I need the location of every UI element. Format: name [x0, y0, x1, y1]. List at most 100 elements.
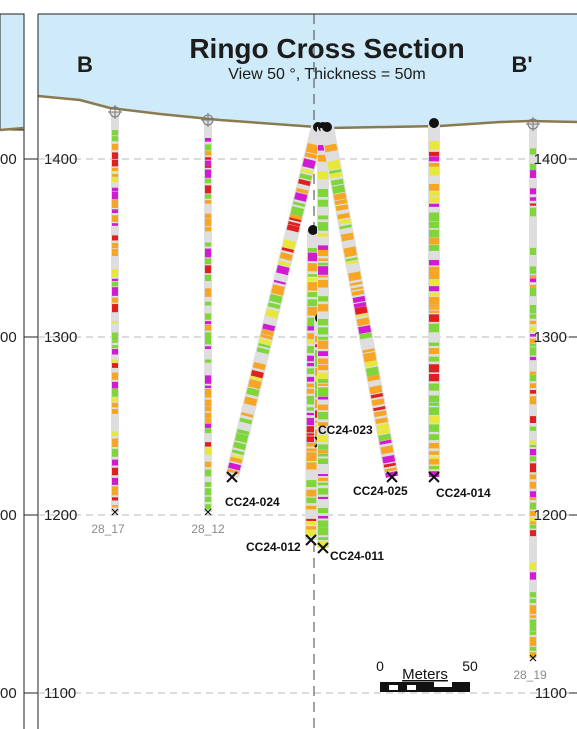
- assay-interval: [282, 239, 296, 250]
- sky-area: [38, 14, 577, 128]
- elevation-tick-label: 1400: [44, 151, 77, 168]
- assay-interval: [327, 159, 341, 171]
- assay-interval: [334, 199, 348, 206]
- elevation-tick-label-right: 1100: [535, 685, 567, 702]
- assay-interval: [258, 338, 272, 346]
- end-of-hole-marker: [226, 471, 238, 483]
- assay-interval: [364, 360, 378, 368]
- assay-interval: [289, 217, 302, 223]
- assay-interval: [299, 173, 313, 181]
- elevation-axis: 1400 1400 00 1300 1300 00 1200 1200 00 1100 1100 00: [0, 151, 577, 702]
- end-of-hole-marker: [204, 508, 212, 516]
- assay-interval: [262, 323, 276, 332]
- elevation-tick-label: 1300: [44, 329, 77, 346]
- scale-bar-segment: [389, 685, 398, 690]
- scale-bar-start: 0: [376, 658, 384, 674]
- hole-label-cc24-014: CC24-014: [436, 486, 491, 500]
- assay-interval: [236, 428, 250, 436]
- assay-interval: [256, 347, 270, 355]
- assay-interval: [338, 218, 351, 225]
- assay-interval: [354, 306, 368, 315]
- assay-interval: [363, 351, 377, 363]
- assay-interval: [281, 247, 294, 253]
- elevation-tick-label: 1200: [44, 507, 77, 524]
- assay-interval: [329, 172, 343, 179]
- hole-label-cc24-025: CC24-025: [353, 484, 408, 498]
- assay-interval: [378, 433, 392, 442]
- assay-interval: [356, 317, 370, 327]
- assay-interval: [365, 366, 380, 377]
- assay-interval: [380, 445, 394, 455]
- assay-interval: [384, 467, 397, 473]
- assay-interval: [252, 361, 266, 371]
- left-panel-tick-label: 00: [0, 507, 17, 524]
- assay-interval: [341, 235, 354, 242]
- assay-interval: [227, 468, 240, 475]
- assay-interval: [250, 369, 264, 379]
- assay-interval: [352, 295, 366, 304]
- assay-interval: [302, 158, 316, 169]
- elevation-tick-label: 1100: [44, 685, 76, 702]
- assay-interval: [231, 449, 245, 456]
- assay-interval: [300, 168, 314, 175]
- assay-interval: [289, 214, 303, 221]
- assay-interval: [337, 212, 350, 220]
- assay-interval: [375, 417, 388, 425]
- scale-bar-segment: [434, 682, 452, 687]
- assay-interval: [343, 246, 357, 258]
- assay-interval: [331, 184, 346, 194]
- drill-hole-cc24-011: [317, 122, 329, 554]
- assay-interval: [339, 224, 352, 230]
- assay-interval: [241, 412, 254, 418]
- assay-interval: [233, 441, 247, 451]
- assay-interval: [377, 428, 390, 435]
- assay-interval: [376, 423, 389, 431]
- drill-hole-cc24-025: [320, 122, 399, 483]
- elevation-tick-label-right: 1400: [534, 151, 567, 168]
- drill-hole-cc24-014: [428, 118, 440, 483]
- assay-interval: [229, 456, 243, 464]
- assay-interval: [348, 271, 362, 282]
- left-panel-tick-label: 00: [0, 329, 17, 346]
- assay-interval: [329, 169, 342, 174]
- assay-interval: [258, 343, 271, 349]
- section-title: Ringo Cross Section: [189, 33, 464, 64]
- assay-interval: [265, 308, 279, 319]
- assay-interval: [288, 221, 301, 227]
- hole-label-28-19: 28_19: [513, 668, 547, 682]
- assay-interval: [304, 152, 318, 160]
- assay-interval: [260, 333, 273, 340]
- assay-interval: [286, 224, 300, 233]
- assay-interval: [292, 201, 306, 207]
- left-panel-tick-label: 00: [0, 685, 17, 702]
- end-of-hole-marker: [317, 542, 329, 554]
- assay-interval: [340, 232, 354, 238]
- scale-bar-title: Meters: [402, 666, 448, 683]
- main-section-frame: [37, 13, 577, 729]
- assay-interval: [243, 396, 258, 407]
- assay-interval: [353, 301, 367, 309]
- assay-interval: [278, 260, 291, 267]
- assay-interval: [246, 387, 260, 397]
- end-of-hole-marker: [305, 534, 317, 546]
- left-panel-topography: [0, 126, 25, 132]
- assay-interval: [297, 178, 311, 187]
- topography-line: [37, 94, 577, 130]
- hole-label-28-17: 28_17: [91, 522, 125, 536]
- drill-hole-28_19: [526, 117, 540, 662]
- hole-label-cc24-012: CC24-012: [246, 540, 301, 554]
- end-of-hole-marker: [386, 471, 398, 483]
- scale-bar-segment: [407, 685, 416, 690]
- elevation-tick-label-right: 1200: [534, 507, 567, 524]
- assay-interval: [333, 192, 347, 201]
- assay-interval: [369, 385, 383, 395]
- drill-hole-cc24-024: [225, 122, 325, 483]
- assay-interval: [335, 204, 349, 212]
- assay-interval: [228, 462, 242, 471]
- end-of-hole-marker: [428, 471, 440, 483]
- collar-marker: [308, 225, 318, 235]
- assay-interval: [290, 206, 305, 217]
- assay-interval: [379, 439, 392, 445]
- assay-interval: [351, 289, 365, 296]
- assay-interval: [279, 252, 293, 261]
